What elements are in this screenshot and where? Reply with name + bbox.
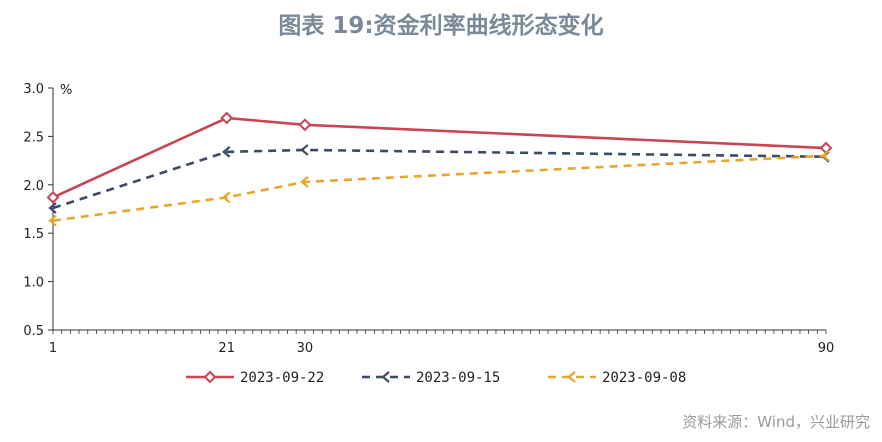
data-point bbox=[300, 144, 309, 156]
y-tick-labels: 0.5 1.0 1.5 2.0 2.5 3.0 bbox=[23, 82, 44, 339]
y-unit-label: % bbox=[60, 83, 72, 98]
x-tick-label: 90 bbox=[818, 341, 835, 356]
data-point bbox=[203, 370, 217, 384]
data-point bbox=[48, 214, 57, 227]
x-tick-label: 30 bbox=[297, 341, 314, 356]
data-point bbox=[300, 176, 309, 188]
data-point bbox=[221, 146, 231, 158]
series-line bbox=[52, 148, 827, 210]
data-point bbox=[381, 371, 390, 383]
data-point bbox=[298, 118, 312, 132]
legend-item: 2023-09-08 bbox=[548, 370, 686, 386]
y-tick-label: 2.0 bbox=[23, 179, 44, 194]
x-tick-label: 1 bbox=[49, 341, 57, 356]
series-group bbox=[46, 111, 833, 227]
data-point bbox=[48, 202, 57, 214]
series-2023-09-08 bbox=[48, 149, 830, 227]
data-point bbox=[46, 190, 60, 204]
legend: 2023-09-22 2023-09-15 2023-09-08 bbox=[186, 370, 686, 386]
y-tick-label: 1.0 bbox=[23, 276, 44, 291]
legend-label: 2023-09-22 bbox=[240, 370, 324, 386]
legend-label: 2023-09-15 bbox=[416, 370, 500, 386]
y-tick-label: 3.0 bbox=[23, 82, 44, 97]
series-line bbox=[52, 116, 827, 199]
series-2023-09-15 bbox=[48, 144, 830, 214]
series-line bbox=[52, 154, 827, 222]
chart-title: 图表 19:资金利率曲线形态变化 bbox=[278, 13, 604, 39]
axes bbox=[48, 87, 827, 334]
data-point bbox=[221, 191, 231, 204]
data-point bbox=[821, 149, 830, 162]
y-tick-label: 1.5 bbox=[23, 227, 44, 242]
data-point bbox=[567, 371, 576, 383]
data-point bbox=[220, 111, 234, 125]
legend-item: 2023-09-22 bbox=[186, 370, 324, 386]
legend-item: 2023-09-15 bbox=[362, 370, 500, 386]
x-tick-label: 21 bbox=[218, 341, 235, 356]
source-note: 资料来源：Wind，兴业研究 bbox=[682, 413, 870, 431]
series-2023-09-22 bbox=[46, 111, 833, 204]
y-tick-label: 0.5 bbox=[23, 324, 44, 339]
y-tick-label: 2.5 bbox=[23, 130, 44, 145]
legend-label: 2023-09-08 bbox=[602, 370, 686, 386]
x-tick-labels: 1 21 30 90 bbox=[49, 341, 834, 356]
